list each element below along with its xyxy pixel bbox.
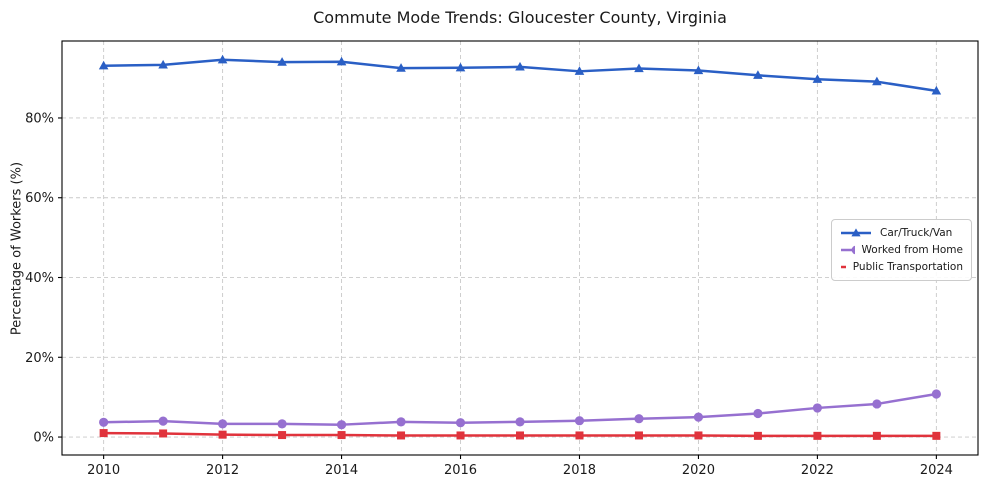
series-car-truck-van-marker-triangle [396, 63, 406, 72]
series-public-transportation-marker-square [456, 431, 465, 440]
legend-item: Public Transportation [839, 260, 963, 274]
series-car-truck-van-marker-triangle [158, 59, 168, 69]
series-worked-from-home-marker-circle [277, 419, 287, 429]
series-worked-from-home-marker-circle [455, 418, 466, 428]
axes-frame [61, 40, 979, 456]
series-car-truck-van-marker-triangle [455, 62, 466, 72]
x-tick-label: 2012 [206, 463, 239, 478]
series-worked-from-home-marker-circle [515, 417, 525, 427]
series-car-truck-van-marker-triangle [634, 63, 644, 73]
x-tick-label: 2014 [325, 463, 358, 478]
y-tick-label: 40% [25, 271, 54, 286]
series-public-transportation-marker-square [278, 431, 287, 440]
series-car-truck-van-marker-triangle [515, 61, 525, 71]
series-worked-from-home-marker-circle [753, 408, 763, 419]
x-tick-label: 2024 [920, 463, 953, 478]
series-car-truck-van-marker-triangle [574, 66, 585, 75]
x-tick-label: 2016 [444, 463, 477, 478]
series-car-truck-van-marker-triangle [98, 60, 109, 70]
series-public-transportation-marker-square [932, 431, 941, 440]
legend-label: Car/Truck/Van [880, 227, 953, 239]
legend-label: Public Transportation [852, 261, 963, 273]
series-public-transportation-marker-square [218, 430, 227, 439]
series-worked-from-home-marker-circle [812, 403, 823, 413]
series-car-truck-van-marker-triangle [277, 57, 287, 66]
y-tick-label: 0% [33, 431, 54, 446]
y-tick-label: 20% [25, 351, 54, 366]
x-tick-label: 2018 [563, 463, 596, 478]
series-worked-from-home-marker-circle [396, 417, 406, 427]
legend: Car/Truck/Van Worked from Home Public Tran… [831, 219, 972, 281]
legend-triangle-swatch-icon [841, 228, 871, 237]
y-tick-label: 80% [25, 111, 54, 126]
series-car-truck-van-marker-triangle [931, 85, 942, 95]
series-public-transportation-marker-square [575, 431, 584, 440]
series-worked-from-home-marker-circle [217, 419, 228, 429]
series-worked-from-home-marker-circle [634, 414, 644, 424]
x-tick-label: 2020 [682, 463, 715, 478]
series-public-transportation-marker-square [397, 431, 406, 440]
series-worked-from-home-marker-circle [872, 399, 882, 409]
series-car-truck-van-marker-triangle [217, 54, 228, 64]
series-worked-from-home-marker-circle [931, 389, 941, 399]
series-worked-from-home-marker-circle [99, 417, 109, 427]
series-worked-from-home-marker-circle [574, 416, 585, 426]
series-public-transportation-marker-square [99, 429, 108, 438]
chart-title: Commute Mode Trends: Gloucester County, … [313, 8, 727, 27]
series-car-truck-van-marker-triangle [812, 74, 823, 83]
x-tick-label: 2022 [801, 463, 834, 478]
x-tick-label: 2010 [87, 463, 120, 478]
series-public-transportation-marker-square [159, 429, 168, 438]
series-worked-from-home-marker-circle [336, 420, 347, 430]
series-worked-from-home-marker-circle [158, 416, 168, 426]
series-public-transportation-marker-square [337, 431, 346, 440]
legend-item: Car/Truck/Van [839, 226, 963, 240]
series-car-truck-van-marker-triangle [336, 56, 347, 66]
series-public-transportation-marker-square [516, 431, 524, 440]
legend-square-swatch-icon [841, 265, 846, 269]
series-car-truck-van-marker-triangle [693, 65, 704, 75]
legend-label: Worked from Home [861, 244, 963, 256]
series-public-transportation-marker-square [634, 431, 643, 440]
y-tick-label: 60% [25, 191, 54, 206]
series-car-truck-van-marker-triangle [753, 70, 763, 79]
legend-item: Worked from Home [839, 243, 963, 257]
series-car-truck-van-marker-triangle [872, 76, 882, 86]
series-public-transportation-marker-square [813, 431, 822, 440]
series-public-transportation-marker-square [872, 431, 881, 440]
series-public-transportation-marker-square [753, 431, 762, 440]
series-public-transportation-marker-square [694, 431, 703, 440]
legend-circle-swatch-icon [841, 245, 855, 255]
series-worked-from-home-marker-circle [693, 412, 704, 422]
